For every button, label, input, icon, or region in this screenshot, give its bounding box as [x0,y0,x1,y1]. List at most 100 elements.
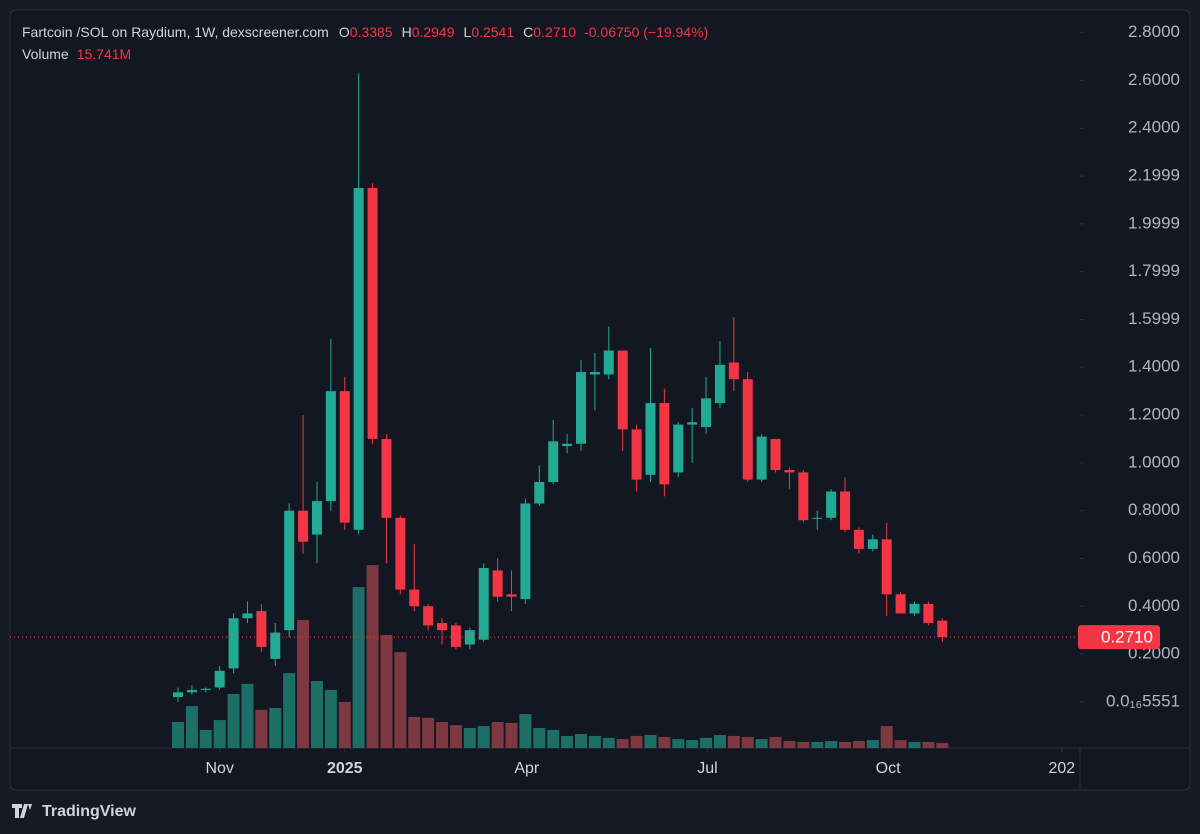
y-tick-label: 2.4000 [1128,118,1180,137]
volume-bar [658,736,671,748]
candle-body [242,613,253,619]
volume-bar [227,694,240,748]
candle-body [812,517,823,519]
candle-body [631,429,642,480]
y-tick-label: 1.5999 [1128,309,1180,328]
volume-legend: Volume 15.741M [22,46,131,62]
chart-panel [9,9,1191,791]
volume-bar [547,729,560,748]
volume-bar [324,689,337,748]
candle-body [339,391,350,523]
volume-bar [727,735,740,748]
candle-body [492,570,503,597]
brand-name: TradingView [42,803,137,820]
volume-bar [408,716,421,748]
candle-body [937,620,948,638]
last-price-box [1078,625,1160,650]
candle-body [311,501,322,535]
volume-bar [630,735,643,748]
y-tick-label: 2.1999 [1128,166,1180,185]
candle-body [589,372,600,375]
candle-body [367,187,378,439]
candle-body [284,510,295,631]
candle-body [228,618,239,669]
candle-body [548,441,559,482]
candle-body [450,625,461,647]
candle-body [687,422,698,425]
pair-title: Fartcoin /SOL on Raydium, 1W, dexscreene… [22,24,708,40]
volume-bar [686,740,699,748]
candle-body [798,472,809,521]
candle-body [478,568,489,640]
candle-body [173,692,184,698]
candle-body [325,391,336,502]
c-label: C [523,24,533,40]
legend: Fartcoin /SOL on Raydium, 1W, dexscreene… [22,24,708,62]
candle-body [464,630,475,645]
candle-body [742,379,753,480]
volume-bar [519,714,532,748]
candle-body [923,603,934,623]
candle-body [256,611,267,647]
volume-bar [241,683,254,748]
candle-body [826,491,837,518]
volume-bar [811,741,824,748]
volume-bar [463,727,476,748]
volume-bar [505,722,518,748]
candle-body [520,503,531,600]
y-tick-label: 0.0₁₆5551 [1106,691,1180,710]
volume-bar [936,743,949,748]
candle-body [645,403,656,475]
y-tick-label: 1.7999 [1128,261,1180,280]
candle-body [840,491,851,530]
x-tick-label: Apr [514,760,540,777]
volume-bar [477,726,490,748]
volume-bar [213,720,226,748]
candle-body [186,689,197,693]
volume-bar [588,735,601,748]
volume-bar [880,726,893,748]
candle-body [909,603,920,614]
candle-body [409,589,420,607]
volume-bar [297,620,310,748]
candle-body [659,403,670,485]
candle-body [562,443,573,447]
candle-body [770,438,781,471]
candle-body [575,372,586,444]
candle-body [200,688,211,690]
logo [12,804,32,818]
volume-bar [574,734,587,748]
volume-bar [713,734,726,748]
candle-body [853,529,864,549]
y-tick-label: 1.0000 [1128,452,1180,471]
y-tick-label: 1.9999 [1128,213,1180,232]
candle-body [784,470,795,473]
candle-body [617,350,628,430]
candle-body [714,364,725,404]
x-tick-label: 202 [1048,760,1075,777]
candle-body [895,594,906,614]
volume-bar [449,725,462,748]
change: -0.06750 (−19.94%) [584,24,708,40]
candle-body [701,398,712,428]
volume-bar [672,739,685,748]
candle-body [437,622,448,631]
volume-bar [199,729,212,748]
volume-bar [255,709,268,748]
volume-bar [839,741,852,748]
o-value: 0.3385 [350,24,393,40]
volume-bar [755,739,768,748]
volume-bar [922,741,935,748]
volume-bar [422,717,435,748]
c-value: 0.2710 [533,24,576,40]
y-tick-label: 2.8000 [1128,22,1180,41]
volume-bar [310,681,323,748]
volume-bar [185,706,198,748]
volume-bar [380,634,393,748]
candle-body [214,670,225,688]
candle-body [381,438,392,518]
y-tick-label: 0.8000 [1128,500,1180,519]
volume-bar [769,736,782,748]
